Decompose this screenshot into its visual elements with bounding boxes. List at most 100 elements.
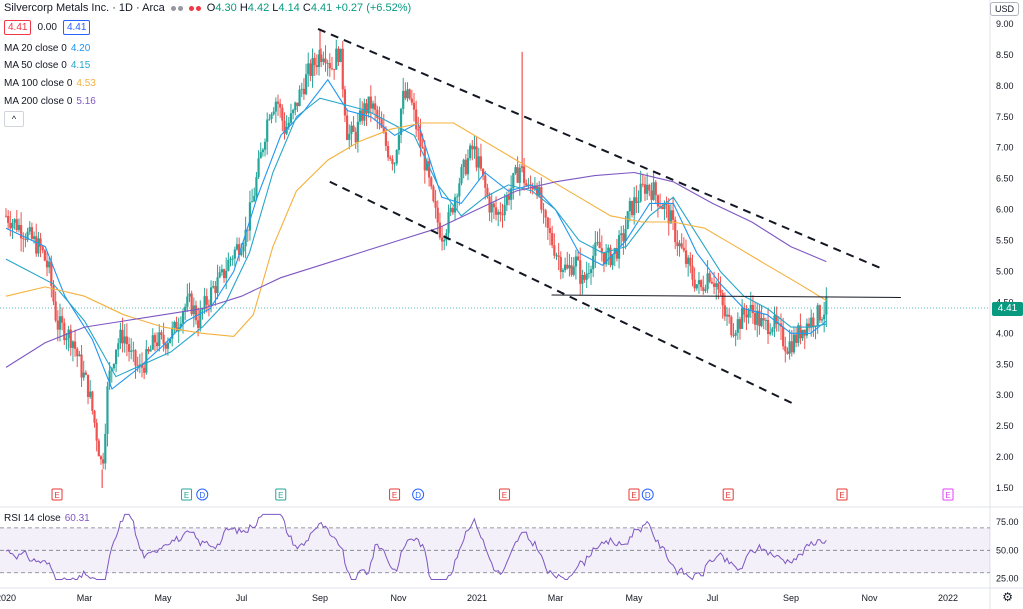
candle-body [790, 341, 793, 353]
candle-body [719, 289, 722, 293]
candle-body [404, 90, 407, 99]
candle-body [419, 130, 422, 147]
x-tick-label: Sep [312, 593, 328, 603]
candle-body [350, 125, 353, 134]
x-tick-label: Nov [861, 593, 878, 603]
candle-body [304, 74, 308, 95]
candle-body [408, 89, 411, 99]
candle-body [307, 63, 310, 75]
candle-body [620, 233, 623, 236]
candle-body [661, 206, 664, 210]
candle-body [179, 323, 182, 328]
candle-body [428, 161, 431, 178]
candle-body [52, 286, 55, 302]
ma50-legend[interactable]: MA 50 close 0 4.15 [4, 60, 91, 71]
candle-body [656, 195, 660, 207]
candle-body [548, 227, 552, 233]
candle-body [715, 283, 718, 287]
sell-price-button[interactable]: 4.41 [4, 20, 32, 35]
candle-body [201, 309, 204, 311]
symbol-title[interactable]: Silvercorp Metals Inc. · 1D · Arca [4, 2, 165, 14]
candle-body [816, 305, 819, 327]
candle-body [194, 305, 198, 321]
candle-body [281, 107, 284, 121]
more-dots-icon[interactable] [188, 5, 201, 11]
candle-body [635, 197, 638, 203]
candle-body [114, 349, 118, 365]
candle-body [542, 209, 545, 211]
candle-body [617, 235, 621, 259]
candle-body [684, 250, 688, 264]
buy-price-button[interactable]: 4.41 [62, 20, 91, 35]
candle-body [801, 329, 804, 339]
currency-button[interactable]: USD [989, 2, 1019, 16]
candle-body [255, 177, 258, 196]
x-tick-label: 2021 [467, 593, 487, 603]
candle-body [309, 63, 312, 76]
candle-body [20, 224, 23, 239]
candle-body [250, 201, 254, 203]
ma200-legend[interactable]: MA 200 close 0 5.16 [4, 96, 96, 107]
candle-body [667, 204, 670, 224]
candle-body [365, 103, 368, 114]
candle-body [551, 232, 554, 246]
candle-body [205, 296, 208, 305]
earnings-marker [389, 488, 401, 501]
ma100-legend[interactable]: MA 100 close 0 4.53 [4, 78, 96, 89]
candle-body [425, 161, 429, 171]
candle-body [598, 241, 601, 249]
earnings-marker [51, 488, 63, 501]
candle-body [300, 88, 303, 90]
x-tick-label: May [625, 593, 643, 603]
candle-body [505, 195, 508, 206]
earnings-marker [181, 488, 193, 501]
candle-body [242, 246, 245, 252]
candle-body [235, 244, 239, 250]
candle-body [188, 293, 191, 297]
rsi-legend[interactable]: RSI 14 close 60.31 [4, 513, 90, 524]
candle-body [756, 310, 759, 325]
candle-body [181, 311, 185, 324]
candle-body [37, 238, 40, 254]
candle-body [738, 319, 742, 329]
candle-body [112, 364, 116, 369]
candle-body [440, 237, 444, 242]
candle-body [399, 108, 403, 135]
earnings-marker [836, 488, 848, 501]
candle-body [203, 296, 206, 310]
candle-body [71, 341, 75, 348]
candle-body [799, 325, 802, 339]
candle-body [151, 335, 154, 350]
candle-body [132, 350, 135, 352]
candle-body [473, 146, 476, 150]
gear-icon[interactable]: ⚙ [1002, 590, 1013, 604]
candle-body [143, 367, 146, 373]
candle-body [665, 204, 668, 205]
candle-body [579, 260, 582, 284]
candle-body [354, 131, 357, 143]
candle-body [807, 323, 811, 328]
candle-body [263, 141, 267, 150]
dividend-marker [641, 488, 654, 501]
candle-body [438, 222, 442, 238]
candle-body [693, 279, 696, 289]
candle-body [257, 158, 260, 178]
visibility-dots-icon[interactable] [170, 5, 183, 11]
candle-body [443, 240, 446, 242]
candle-body [734, 332, 737, 336]
candle-body [602, 252, 606, 265]
bid-ask-row: 4.41 0.00 4.41 [4, 20, 91, 35]
candle-body [538, 187, 541, 196]
candle-body [147, 349, 150, 352]
candle-body [805, 323, 808, 336]
candle-body [415, 109, 418, 130]
ma-line-3 [5, 122, 827, 337]
candle-body [214, 286, 217, 294]
collapse-legend-button[interactable]: ^ [4, 111, 24, 127]
ma20-legend[interactable]: MA 20 close 0 4.20 [4, 43, 91, 54]
candle-body [576, 256, 580, 261]
rsi-tick-label: 50.00 [996, 545, 1019, 555]
candle-body [823, 314, 826, 320]
candle-body [475, 146, 478, 168]
